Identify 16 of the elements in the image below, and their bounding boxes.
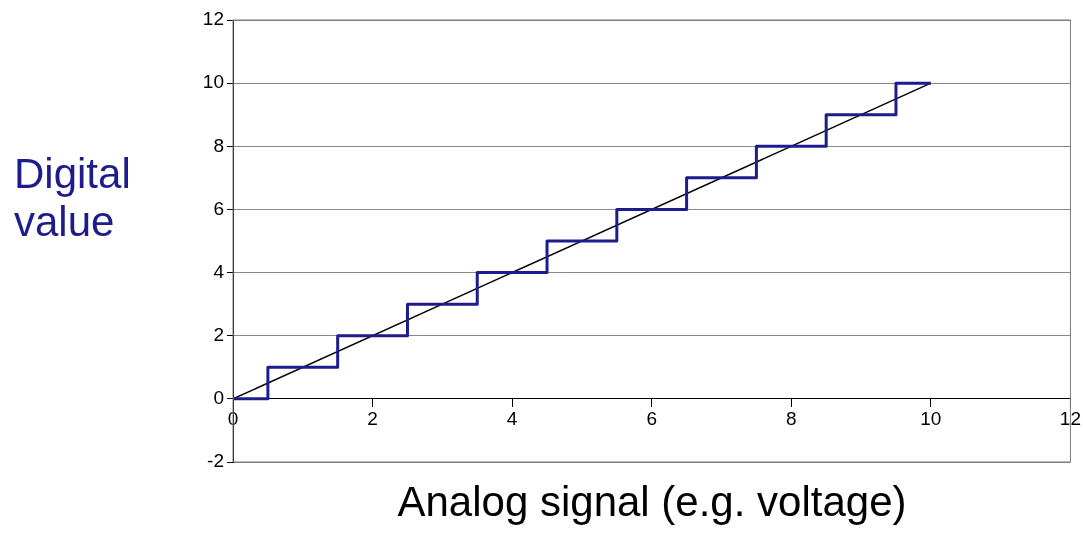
x-tick-label: 4: [506, 408, 518, 430]
y-tick-label: 12: [202, 8, 224, 30]
y-tick-label: 2: [213, 323, 224, 345]
y-tick-label: 4: [213, 260, 225, 282]
x-axis-title: Analog signal (e.g. voltage): [396, 478, 908, 526]
y-tick-label: 10: [202, 71, 224, 93]
y-axis-title: Digital value: [14, 150, 132, 246]
x-tick-label: 10: [920, 408, 942, 430]
y-tick-label: -2: [207, 450, 224, 472]
y-tick-label: 6: [213, 197, 224, 219]
x-tick-label: 6: [646, 408, 658, 430]
x-tick-label: 2: [367, 408, 378, 430]
x-tick-label: 12: [1059, 408, 1081, 430]
y-tick-label: 0: [213, 387, 224, 409]
y-tick-label: 8: [213, 134, 224, 156]
x-tick-label: 8: [786, 408, 797, 430]
